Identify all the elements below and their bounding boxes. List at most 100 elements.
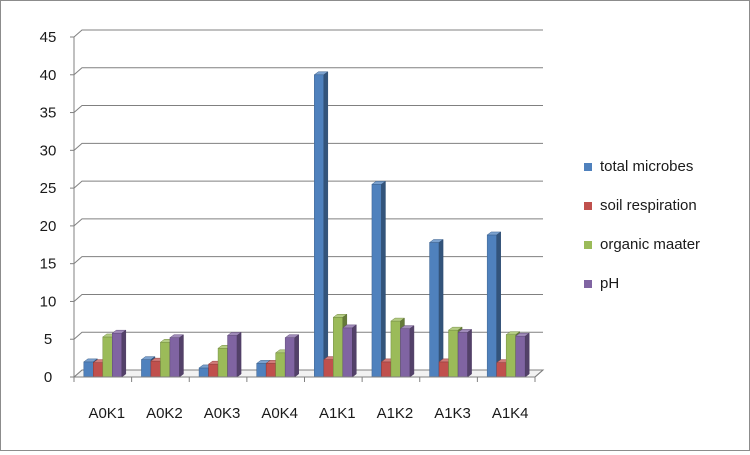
bar-front	[256, 363, 267, 378]
gridline	[73, 331, 543, 340]
bar-total-microbes	[313, 71, 329, 378]
bar-side	[496, 231, 501, 378]
bar-front	[400, 328, 411, 378]
bar-front	[150, 360, 161, 378]
bar-front	[227, 335, 238, 378]
bar-front	[102, 336, 113, 378]
gridline	[73, 142, 543, 151]
bar-side	[294, 334, 299, 378]
x-tick-label: A0K2	[146, 405, 183, 422]
bar-ph	[457, 328, 473, 378]
bar-front	[83, 361, 94, 378]
y-tick-label: 30	[40, 142, 57, 159]
x-tick-label: A0K3	[204, 405, 241, 422]
bar-front	[112, 332, 123, 378]
gridline	[73, 105, 543, 113]
y-tick-label: 0	[44, 369, 52, 386]
bar-front	[390, 320, 401, 378]
bar-front	[429, 242, 440, 378]
bar-front	[93, 362, 104, 378]
bar-front	[505, 334, 516, 378]
bar-total-microbes	[371, 180, 387, 378]
bar-front	[284, 337, 295, 378]
gridline	[73, 29, 543, 38]
bar-side	[179, 334, 184, 378]
bar-side	[236, 331, 242, 378]
legend-label: total microbes	[600, 158, 694, 175]
bar-front	[438, 361, 449, 378]
x-tick-label: A0K1	[88, 405, 125, 422]
gridline	[73, 67, 543, 76]
bar-side	[352, 324, 357, 378]
side-wall	[74, 30, 82, 377]
legend-label: soil respiration	[600, 197, 697, 214]
bar-front	[217, 348, 228, 378]
bar-front	[314, 74, 325, 378]
bar-total-microbes	[486, 231, 502, 378]
legend-swatch	[584, 163, 592, 171]
chart-legend: total microbes soil respiration organic …	[584, 153, 744, 309]
bar-side	[524, 332, 530, 378]
legend-item-ph: pH	[584, 270, 744, 309]
y-tick-label: 5	[44, 331, 52, 348]
x-tick-label: A1K4	[492, 405, 529, 422]
bar-front	[160, 341, 171, 378]
bar-ph	[514, 332, 530, 378]
y-tick-label: 40	[40, 67, 57, 84]
bar-side	[409, 325, 415, 378]
legend-label: organic maater	[600, 236, 701, 253]
x-tick-label: A1K3	[434, 405, 471, 422]
y-tick-label: 15	[40, 256, 57, 273]
bar-side	[121, 329, 127, 378]
bar-front	[333, 317, 344, 378]
legend-swatch	[584, 280, 592, 288]
bar-front	[457, 332, 468, 378]
x-axis-depth	[534, 369, 544, 378]
bar-front	[486, 234, 497, 378]
bar-front	[323, 359, 334, 378]
y-tick-label: 45	[40, 29, 57, 46]
bar-front	[496, 362, 507, 378]
bar-ph	[111, 329, 127, 378]
gridline	[73, 180, 543, 189]
bar-ph	[342, 324, 358, 378]
bar-front	[198, 367, 209, 378]
y-tick-label: 35	[40, 105, 57, 122]
bar-ph	[169, 334, 185, 378]
bar-front	[371, 184, 382, 378]
legend-label: pH	[600, 275, 620, 292]
bar-side	[381, 180, 386, 378]
bar-front	[208, 363, 219, 378]
y-tick-label: 25	[40, 180, 57, 197]
x-tick-label: A1K2	[377, 405, 414, 422]
bar-front	[448, 329, 459, 378]
bar-side	[467, 328, 472, 378]
bar-total-microbes	[428, 239, 444, 378]
bar-front	[141, 359, 152, 378]
legend-swatch	[584, 202, 592, 210]
legend-swatch	[584, 241, 592, 249]
bar-ph	[399, 325, 415, 378]
bar-side	[438, 239, 444, 378]
bar-front	[342, 327, 353, 378]
bar-front	[265, 363, 276, 378]
bar-side	[323, 71, 329, 378]
bar-front	[381, 361, 392, 378]
legend-item-total-microbes: total microbes	[584, 153, 744, 192]
y-tick-label: 20	[40, 218, 57, 235]
bar-ph	[226, 331, 242, 378]
legend-item-soil-respiration: soil respiration	[584, 192, 744, 231]
gridline	[73, 293, 543, 302]
y-tick-label: 10	[40, 293, 57, 310]
bar-front	[169, 337, 180, 378]
gridline	[73, 218, 543, 227]
legend-item-organic-maater: organic maater	[584, 231, 744, 270]
bar-front	[275, 352, 286, 378]
bar-ph	[284, 334, 300, 378]
back-wall	[82, 30, 543, 370]
x-tick-label: A1K1	[319, 405, 356, 422]
x-tick-label: A0K4	[261, 405, 298, 422]
gridline	[73, 256, 543, 265]
